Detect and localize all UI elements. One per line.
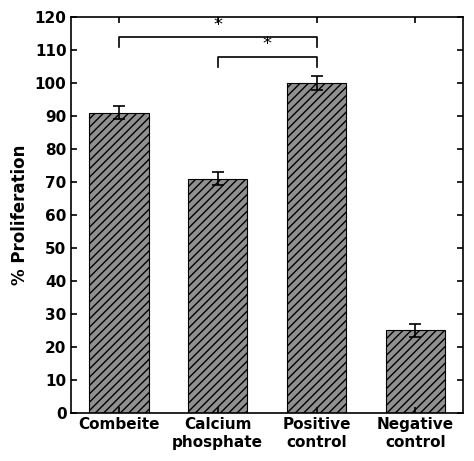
Bar [89, 112, 148, 413]
Text: *: * [213, 16, 222, 34]
Text: *: * [263, 35, 272, 53]
Bar [188, 178, 247, 413]
Bar [287, 83, 346, 413]
Bar [386, 330, 445, 413]
Y-axis label: % Proliferation: % Proliferation [11, 145, 29, 285]
